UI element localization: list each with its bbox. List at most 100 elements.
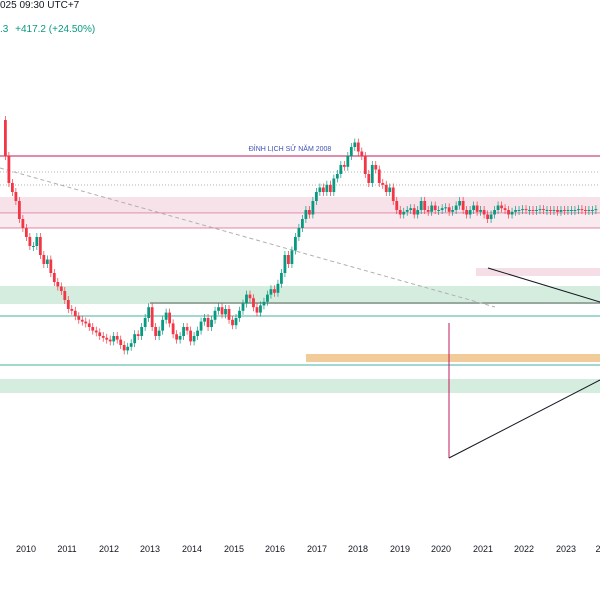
candle [395,201,399,210]
candle [203,318,206,322]
resistance-zone-pink-mid [0,214,600,228]
candle [206,318,210,327]
candle [451,210,455,212]
candle [70,309,74,311]
x-tick-label: 2023 [556,544,576,554]
support-zone-green-upper [0,286,600,304]
candle [335,174,339,179]
candle [580,209,584,211]
candle [573,210,577,211]
candle [318,187,322,192]
candle [384,184,388,192]
candle [479,210,482,212]
candle [482,210,486,215]
candle [307,210,311,215]
candle [570,210,573,211]
candle [402,211,406,215]
candle [409,208,413,210]
candle [496,205,500,210]
candle [108,339,112,342]
candle [304,210,308,219]
candle [370,165,374,183]
candle [377,169,381,183]
candle [521,209,524,211]
candle [217,307,220,311]
candle [248,294,252,299]
candle [584,210,587,211]
candle [266,294,269,302]
candle [475,205,479,212]
candle [517,210,521,211]
candle [45,259,49,264]
candle [528,210,531,211]
candle [119,339,123,345]
candle [290,250,294,264]
candle [213,310,217,320]
candle [388,187,392,192]
candle [171,323,175,335]
x-tick-label: 2010 [16,544,36,554]
candle [42,255,46,264]
candle [489,214,493,219]
candle [168,312,172,324]
candle [461,201,465,210]
candle [255,307,259,313]
candle [332,178,336,192]
candle [231,319,234,326]
candle [314,192,318,201]
candle [14,192,18,201]
candle [391,187,395,201]
candle [458,201,462,206]
candle [157,330,161,336]
descending-trendline [0,167,496,308]
pivot-zone-orange [306,354,600,362]
candle [234,318,238,326]
candle [374,165,378,170]
candle [510,211,514,215]
candle [143,318,147,327]
candle [87,323,91,327]
x-axis: 2010 2011 2012 2013 2014 2015 2016 2017 2018 2019… [16,544,600,554]
candle [276,283,280,293]
candle [531,210,535,211]
candle [269,289,273,295]
candle [227,309,231,320]
support-zone-green-lower [0,379,600,393]
candle [552,210,556,211]
candle [91,327,95,331]
candle [430,205,434,212]
x-tick-label: 2011 [57,544,76,554]
candle [437,210,441,211]
candle [17,201,21,219]
candle [238,310,241,318]
candle [587,210,591,211]
candle [346,156,350,167]
candle [112,336,116,342]
chart-header: 025 09:30 UTC+7 [0,0,83,11]
candle [136,334,140,336]
candle [356,142,360,152]
candle [259,305,262,313]
candle [353,142,357,147]
candle [514,210,517,212]
candle [549,210,552,211]
candle [538,209,542,211]
candle [63,291,67,300]
candle [591,210,594,211]
candle [500,205,503,209]
candle [454,205,458,210]
x-tick-label: 2016 [265,544,285,554]
candle [507,210,510,215]
candle [59,286,63,291]
candle [287,255,290,264]
candle [182,327,185,336]
candle [49,259,53,273]
candle [556,210,559,212]
candle [66,300,70,309]
x-tick-label: 2017 [307,544,327,554]
candle [294,237,297,251]
candle [360,151,364,156]
candle [140,327,144,336]
